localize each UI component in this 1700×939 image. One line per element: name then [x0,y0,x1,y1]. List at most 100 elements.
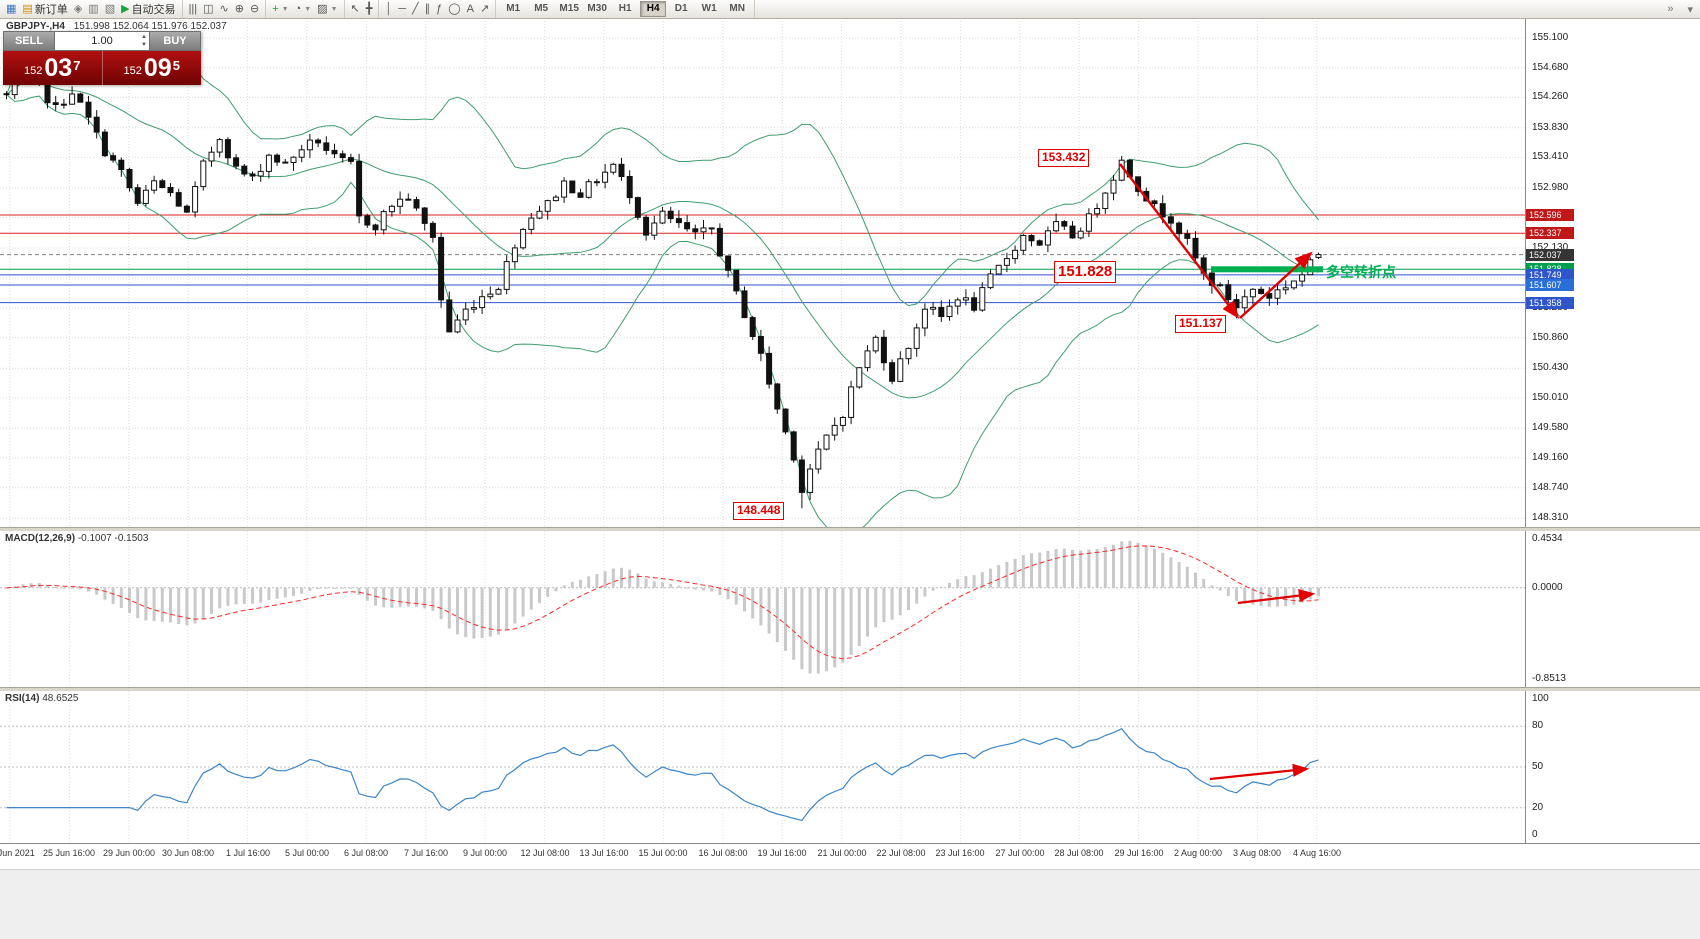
time-axis-label: 15 Jul 00:00 [638,848,688,858]
crosshair-icon[interactable]: ╋ [365,3,373,15]
time-axis-label: 27 Jul 00:00 [995,848,1045,858]
timeframe-h1-button[interactable]: H1 [618,3,632,14]
macd-label: MACD(12,26,9) -0.1007 -0.1503 [5,533,149,544]
time-axis-label: 16 Jul 08:00 [698,848,748,858]
channel-icon[interactable]: ∥ [424,3,431,15]
candlestick-chart-icon[interactable]: ◫ [203,3,214,15]
time-axis-label: 6 Jul 08:00 [343,848,389,858]
candles-group [3,65,1322,509]
timeframe-m5-button[interactable]: M5 [534,3,549,14]
profiles-icon[interactable]: ▥ [88,3,99,15]
chart-window-icon[interactable]: ▦ [6,3,17,15]
trendline-icon[interactable]: ╱ [412,3,419,15]
price-annotation: 151.828 [1054,261,1117,283]
toolbar-overflow-icon[interactable]: » [1667,3,1674,15]
text-icon[interactable]: A [466,3,474,15]
macd-trend-arrow [1237,589,1316,605]
sell-button[interactable]: SELL [3,31,55,51]
price-tag: 152.596 [1526,209,1574,221]
turning-point-note: 多空转折点 [1326,264,1396,280]
fibonacci-icon[interactable]: ƒ [436,3,443,15]
chart-wizard-icon[interactable]: ◈ [73,3,83,15]
price-scale-label: 154.260 [1532,91,1569,102]
time-axis-label: 22 Jul 08:00 [876,848,926,858]
rsi-scale-label: 20 [1532,802,1544,813]
time-axis-label: 24 Jun 2021 [0,848,35,858]
candlestick-chart[interactable] [0,18,1525,527]
price-annotation: 153.432 [1038,149,1090,167]
price-scale-label: 155.100 [1532,32,1569,43]
toolbar-menu-icon[interactable]: ▾ [1687,3,1693,16]
rsi-scale-label: 100 [1532,693,1549,704]
ohlc-values: 151.998 152.064 151.976 152.037 [73,21,227,32]
toolbar: ▦ ▤ 新订单 ◈ ▥ ▧ ▶ 自动交易 ||| ◫ ∿ ⊕ ⊖ + ▼ ◔ ▼ ▨ ▼ ↖ ╋ │ ─ ╱ ∥ ƒ ◯ A ↗ M1 M5… [0,0,1700,19]
data-window-icon[interactable]: ▧ [104,3,116,15]
autotrading-button[interactable]: ▶ 自动交易 [121,3,176,16]
timeframe-m30-button[interactable]: M30 [587,3,607,14]
zoom-in-icon[interactable]: ⊕ [234,3,244,15]
ellipse-icon[interactable]: ◯ [448,3,461,15]
window-bottom-area [0,869,1700,939]
templates-button[interactable]: ▨ ▼ [317,3,338,15]
rsi-scale: 100 80 50 20 0 [1525,691,1700,843]
timeframe-mn-button[interactable]: MN [729,3,745,14]
price-scale-label: 152.130 [1532,242,1569,253]
horizontal-line-icon[interactable]: ─ [398,3,407,15]
time-axis-label: 4 Aug 16:00 [1292,848,1342,858]
timeframe-m1-button[interactable]: M1 [506,3,521,14]
time-axis-label: 13 Jul 16:00 [579,848,629,858]
price-annotation: 151.137 [1175,315,1227,333]
timeframe-w1-button[interactable]: W1 [701,3,717,14]
time-axis-label: 1 Jul 16:00 [225,848,271,858]
macd-scale: 0.4534 0.0000 -0.8513 [1525,531,1700,687]
toolbar-group-insert: + ▼ ◔ ▼ ▨ ▼ [266,0,345,18]
price-scale[interactable]: 155.100 154.680 154.260 153.830 153.410 152.9… [1525,18,1700,527]
buy-price-display[interactable]: 152 09 5 [123,53,180,82]
one-click-trading-panel: SELL 1.00 ▲ ▼ BUY 152 03 7 152 09 5 [3,31,201,85]
zoom-out-icon[interactable]: ⊖ [249,3,260,15]
macd-scale-label: 0.0000 [1532,582,1563,593]
rsi-trend-arrow [1209,763,1310,781]
vertical-line-icon[interactable]: │ [385,3,393,15]
periods-button[interactable]: ◔ ▼ [294,3,312,15]
trend-arrow [1119,163,1240,319]
time-axis[interactable]: 24 Jun 2021 25 Jun 16:00 29 Jun 00:00 30 Ju… [0,843,1700,870]
buy-button[interactable]: BUY [149,31,201,51]
volume-input[interactable]: 1.00 ▲ ▼ [55,31,149,51]
indicators-button[interactable]: + ▼ [272,3,289,15]
toolbar-group-cursor: ↖ ╋ [345,0,380,18]
timeframe-m15-button[interactable]: M15 [559,3,579,14]
time-axis-label: 25 Jun 16:00 [42,848,96,858]
time-axis-label: 3 Aug 08:00 [1232,848,1282,858]
bar-chart-icon[interactable]: ||| [188,3,198,15]
rsi-panel[interactable]: RSI(14) 48.6525 [0,691,1525,843]
symbol-period-label: GBPJPY-,H4 [6,21,65,32]
volume-stepper[interactable]: ▲ ▼ [141,34,147,48]
macd-scale-label: 0.4534 [1532,533,1563,544]
price-tag: 152.037 [1526,249,1574,261]
time-axis-label: 29 Jun 00:00 [102,848,156,858]
price-tag: 152.337 [1526,227,1574,239]
price-scale-label: 148.310 [1532,512,1569,523]
macd-scale-label: -0.8513 [1532,673,1566,684]
timeframe-d1-button[interactable]: D1 [674,3,688,14]
time-axis-label: 29 Jul 16:00 [1114,848,1164,858]
time-axis-label: 12 Jul 08:00 [520,848,570,858]
rsi-scale-label: 0 [1532,829,1538,840]
new-order-button[interactable]: ▤ 新订单 [22,3,68,16]
price-scale-label: 148.740 [1532,482,1569,493]
timeframe-h4-button[interactable]: H4 [640,1,667,17]
rsi-chart [0,691,1525,843]
line-chart-icon[interactable]: ∿ [219,3,229,15]
time-axis-label: 9 Jul 00:00 [462,848,508,858]
sell-price-display[interactable]: 152 03 7 [3,51,103,85]
main-chart-panel[interactable]: GBPJPY-,H4 151.998 152.064 151.976 152.0… [0,18,1525,527]
cursor-icon[interactable]: ↖ [350,3,360,15]
time-axis-label: 5 Jul 00:00 [284,848,330,858]
price-tag: 151.358 [1526,297,1574,309]
toolbar-group-draw: │ ─ ╱ ∥ ƒ ◯ A ↗ [379,0,497,18]
time-axis-label: 23 Jul 16:00 [935,848,985,858]
arrow-tool-icon[interactable]: ↗ [479,3,490,15]
macd-panel[interactable]: MACD(12,26,9) -0.1007 -0.1503 [0,531,1525,687]
